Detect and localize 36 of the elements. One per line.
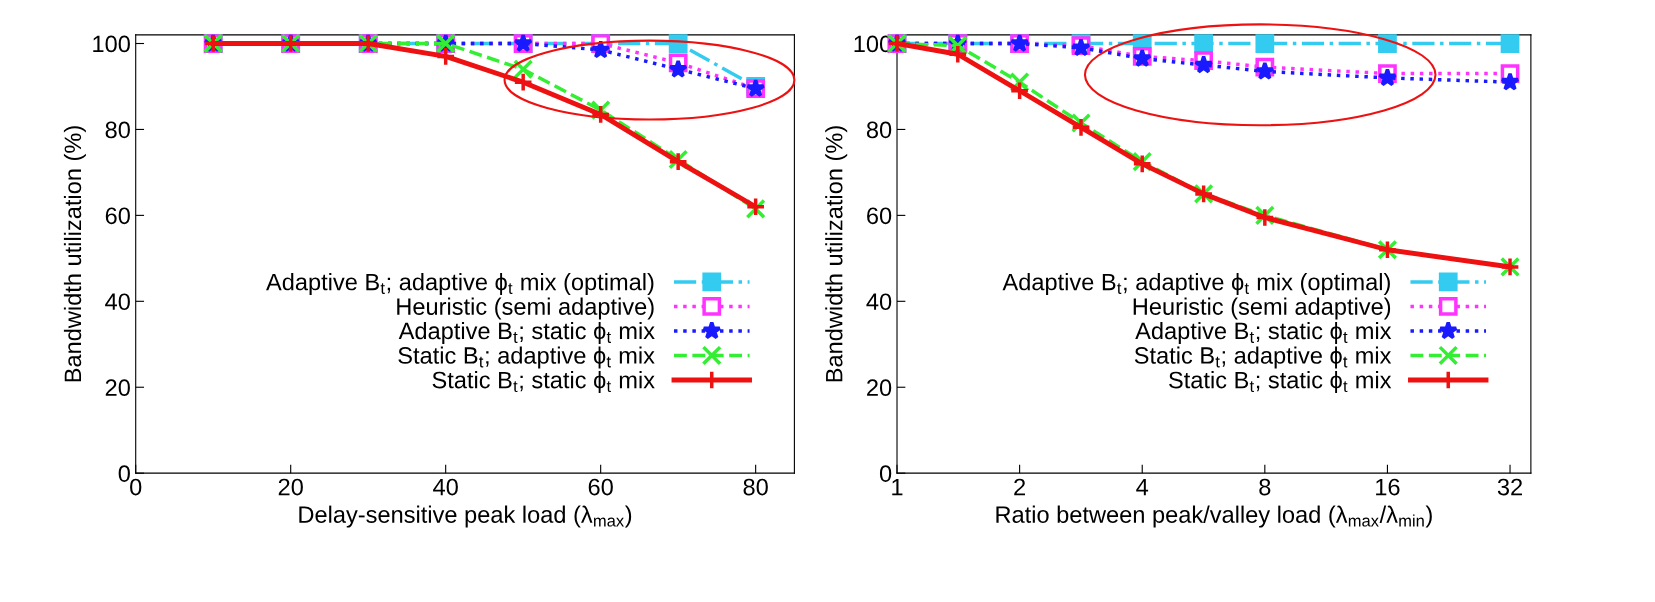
legend-label: Adaptive B$_{t}$; adaptive ϕ$_{t}$ mix (optimal) (266, 273, 654, 296)
y-tick-label: 60 (867, 207, 892, 225)
x-tick-label: 1 (892, 478, 903, 496)
x-tick-label: 8 (1259, 478, 1271, 496)
y-tick-label: 60 (105, 207, 130, 225)
x-tick-label: 0 (130, 478, 142, 496)
y-tick-label: 20 (867, 379, 892, 397)
x-tick-label: 80 (743, 478, 768, 496)
y-axis-title: Bandwidth utilization (%) (63, 126, 86, 382)
y-tick-label: 40 (105, 293, 130, 311)
legend-label: Static B$_{t}$; static ϕ$_{t}$ mix (432, 371, 655, 394)
y-axis-title: Bandwidth utilization (%) (825, 126, 848, 382)
legend-label: Heuristic (semi adaptive) (1133, 297, 1391, 320)
x-tick-label: 2 (1014, 478, 1025, 496)
legend-label: Static B$_{t}$; adaptive ϕ$_{t}$ mix (1134, 346, 1392, 369)
x-axis-title: Delay-sensitive peak load (λ$_{max}$) (299, 505, 632, 528)
x-tick-label: 20 (278, 478, 303, 496)
y-tick-label: 80 (866, 121, 892, 139)
x-tick-label: 40 (433, 478, 458, 496)
legend-label: Adaptive B$_{t}$; adaptive ϕ$_{t}$ mix (optimal) (1002, 273, 1390, 296)
y-tick-label: 80 (105, 121, 130, 139)
y-tick-label: 40 (866, 293, 892, 311)
x-tick-label: 16 (1376, 478, 1400, 496)
legend-label: Adaptive B$_{t}$; static ϕ$_{t}$ mix (1135, 321, 1392, 344)
x-axis-title: Ratio between peak/valley load (λ$_{max}$/λ$_{min}$) (996, 505, 1432, 528)
x-tick-label: 60 (588, 478, 613, 496)
legend-label: Heuristic (semi adaptive) (397, 297, 654, 320)
x-tick-label: 4 (1136, 478, 1149, 496)
x-tick-label: 32 (1497, 478, 1522, 496)
y-tick-label: 20 (105, 379, 130, 397)
y-tick-label: 100 (93, 35, 130, 53)
legend-label: Adaptive B$_{t}$; static ϕ$_{t}$ mix (398, 321, 655, 344)
legend-label: Static B$_{t}$; static ϕ$_{t}$ mix (1169, 371, 1392, 394)
y-tick-label: 0 (879, 465, 892, 482)
y-tick-label: 0 (118, 465, 130, 482)
legend-label: Static B$_{t}$; adaptive ϕ$_{t}$ mix (398, 346, 655, 369)
